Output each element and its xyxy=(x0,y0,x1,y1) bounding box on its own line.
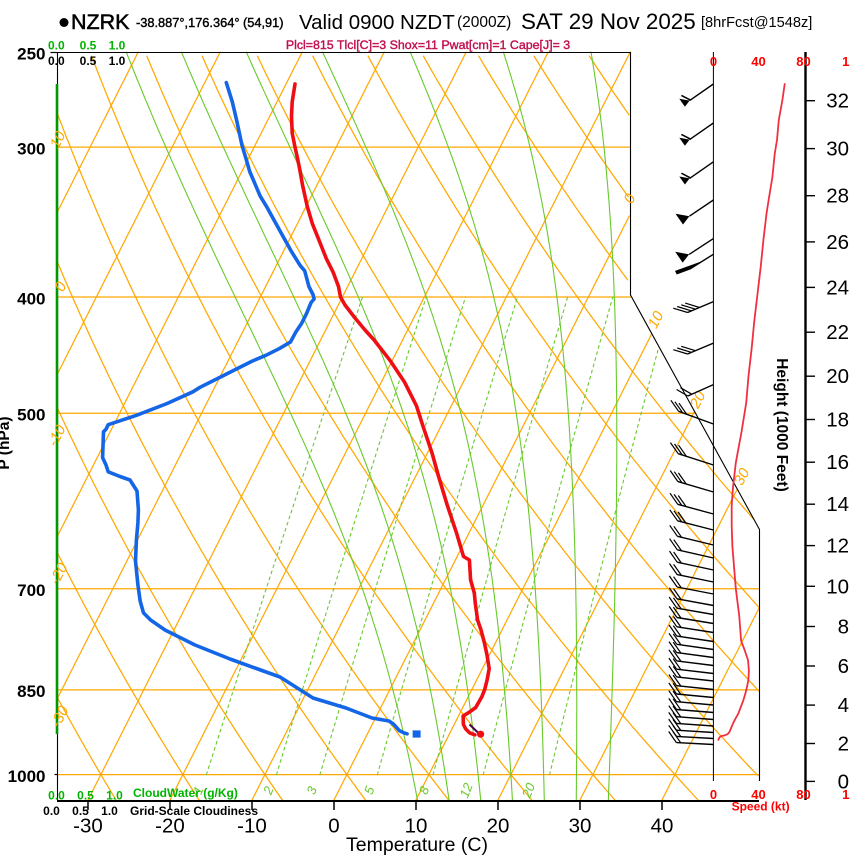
svg-text:Valid 0900 NZDT: Valid 0900 NZDT xyxy=(299,11,455,34)
svg-text:30: 30 xyxy=(569,815,592,838)
svg-text:0: 0 xyxy=(328,815,339,838)
svg-text:-30: -30 xyxy=(73,815,103,838)
svg-text:80: 80 xyxy=(796,54,810,69)
svg-text:Temperature (C): Temperature (C) xyxy=(346,834,488,856)
svg-text:16: 16 xyxy=(826,451,849,474)
svg-text:-20: -20 xyxy=(155,815,185,838)
svg-text:0: 0 xyxy=(838,770,849,793)
svg-text:2: 2 xyxy=(260,783,277,797)
svg-text:8: 8 xyxy=(838,616,849,639)
svg-text:40: 40 xyxy=(751,787,765,802)
svg-text:10: 10 xyxy=(405,815,428,838)
svg-text:10: 10 xyxy=(826,575,849,598)
svg-text:1000: 1000 xyxy=(8,767,46,786)
svg-text:1.0: 1.0 xyxy=(101,804,118,818)
svg-text:0.0: 0.0 xyxy=(48,39,65,53)
svg-text:10: 10 xyxy=(47,128,70,151)
svg-text:CloudWater (g/Kg): CloudWater (g/Kg) xyxy=(133,786,238,800)
svg-text:40: 40 xyxy=(651,815,674,838)
svg-text:40: 40 xyxy=(751,54,765,69)
svg-text:0: 0 xyxy=(710,54,717,69)
svg-text:32: 32 xyxy=(826,90,849,113)
svg-text:80: 80 xyxy=(796,787,810,802)
svg-text:120: 120 xyxy=(842,54,850,69)
svg-text:3: 3 xyxy=(303,783,320,796)
svg-text:0.0: 0.0 xyxy=(43,804,60,818)
svg-text:P (hPa): P (hPa) xyxy=(0,416,13,469)
svg-text:Grid-Scale Cloudiness: Grid-Scale Cloudiness xyxy=(130,804,258,818)
svg-text:24: 24 xyxy=(826,276,849,299)
svg-text:0.5: 0.5 xyxy=(72,804,89,818)
svg-text:500: 500 xyxy=(17,406,45,425)
svg-text:400: 400 xyxy=(17,289,45,308)
svg-text:1.0: 1.0 xyxy=(109,39,126,53)
svg-text:120: 120 xyxy=(842,787,850,802)
svg-text:(2000Z): (2000Z) xyxy=(457,14,511,31)
svg-text:0: 0 xyxy=(710,787,717,802)
svg-text:2: 2 xyxy=(838,733,849,756)
svg-text:28: 28 xyxy=(826,185,849,208)
svg-text:0.5: 0.5 xyxy=(80,54,97,68)
svg-text:12: 12 xyxy=(456,780,476,800)
svg-text:0.5: 0.5 xyxy=(77,789,94,803)
svg-text:18: 18 xyxy=(826,409,849,432)
svg-text:30: 30 xyxy=(826,138,849,161)
svg-text:14: 14 xyxy=(826,493,849,516)
svg-text:-30: -30 xyxy=(47,703,72,731)
svg-text:SAT 29 Nov 2025: SAT 29 Nov 2025 xyxy=(521,9,696,34)
svg-text:0: 0 xyxy=(52,279,71,295)
svg-text:0.5: 0.5 xyxy=(80,39,97,53)
svg-text:30: 30 xyxy=(731,465,754,488)
svg-text:4: 4 xyxy=(838,694,849,717)
svg-text:[8hrFcst@1548z]: [8hrFcst@1548z] xyxy=(701,15,812,31)
svg-text:26: 26 xyxy=(826,231,849,254)
svg-text:0.0: 0.0 xyxy=(48,789,65,803)
svg-text:850: 850 xyxy=(17,682,45,701)
svg-text:-10: -10 xyxy=(237,815,267,838)
svg-text:20: 20 xyxy=(487,815,510,838)
svg-text:-20: -20 xyxy=(46,560,71,588)
svg-text:12: 12 xyxy=(826,535,849,558)
svg-text:Height (1000 Feet): Height (1000 Feet) xyxy=(773,358,790,492)
svg-text:10: 10 xyxy=(645,308,668,331)
svg-text:0.0: 0.0 xyxy=(48,54,65,68)
svg-text:-38.887°,176.364° (54,91): -38.887°,176.364° (54,91) xyxy=(136,15,284,30)
svg-text:1.0: 1.0 xyxy=(109,54,126,68)
svg-text:Speed (kt): Speed (kt) xyxy=(732,800,790,814)
svg-text:Plcl=815 Tlcl[C]=3 Shox=11 Pwa: Plcl=815 Tlcl[C]=3 Shox=11 Pwat[cm]=1 Ca… xyxy=(286,38,570,52)
svg-text:5: 5 xyxy=(361,783,378,796)
svg-text:20: 20 xyxy=(518,780,538,801)
svg-text:700: 700 xyxy=(17,581,45,600)
svg-text:250: 250 xyxy=(17,44,45,63)
svg-text:300: 300 xyxy=(17,139,45,158)
svg-text:1.0: 1.0 xyxy=(106,789,123,803)
svg-text:NZRK: NZRK xyxy=(71,10,130,34)
svg-text:20: 20 xyxy=(826,365,849,388)
svg-text:22: 22 xyxy=(826,321,849,344)
svg-text:6: 6 xyxy=(838,655,849,678)
